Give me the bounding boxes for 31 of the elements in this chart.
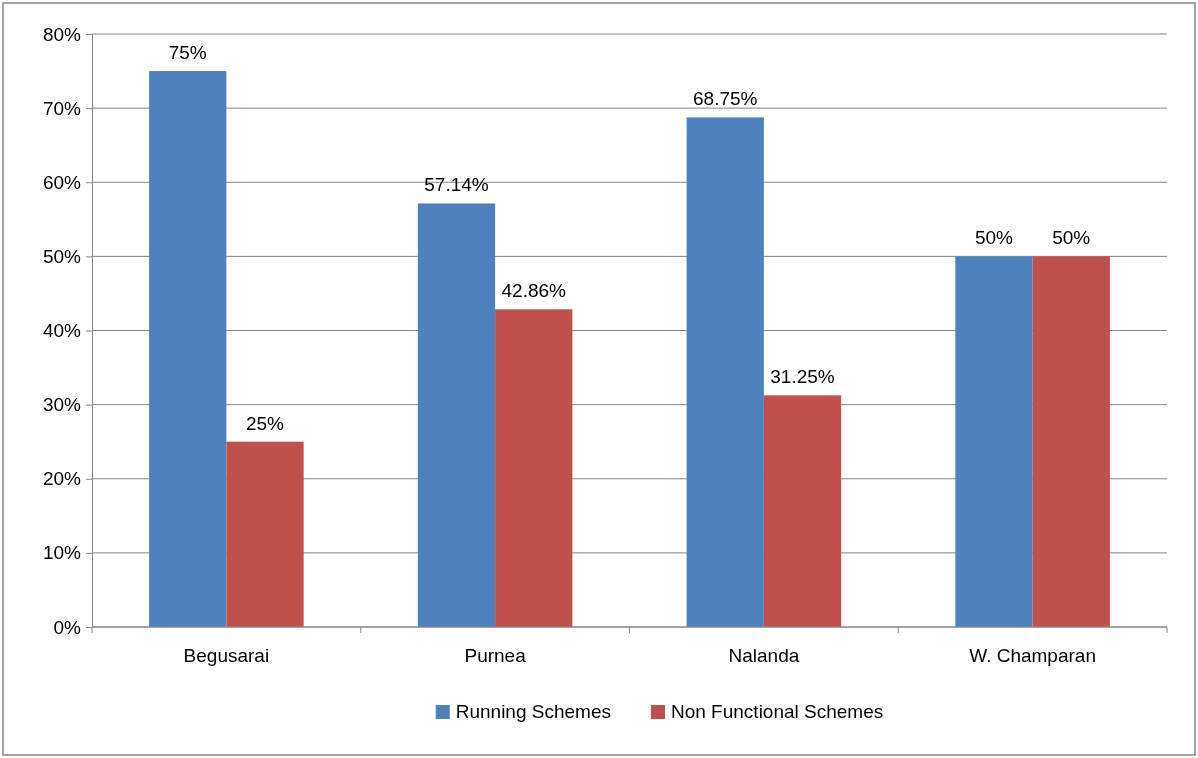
data-label: 57.14%: [424, 174, 489, 196]
data-label: 68.75%: [693, 88, 758, 110]
x-tick-label: W. Champaran: [969, 645, 1096, 666]
y-tick-label: 80%: [42, 23, 82, 45]
bar: [226, 441, 304, 627]
x-tick-label: Purnea: [464, 645, 527, 666]
bar: [495, 309, 573, 627]
bar: [149, 71, 227, 627]
bar: [686, 117, 764, 627]
legend-label: Running Schemes: [455, 701, 611, 722]
y-tick-label: 30%: [42, 394, 82, 416]
data-label: 25%: [245, 412, 285, 434]
bar: [417, 203, 496, 627]
y-tick-label: 20%: [42, 468, 82, 490]
data-label: 75%: [168, 42, 207, 64]
y-tick-label: 50%: [42, 245, 82, 267]
y-tick-label: 60%: [42, 171, 82, 193]
x-tick-label: Nalanda: [728, 645, 800, 666]
data-label: 31.25%: [770, 366, 835, 388]
bar: [1032, 256, 1110, 627]
data-label: 50%: [974, 227, 1014, 249]
data-label: 42.86%: [501, 280, 567, 302]
y-tick-label: 70%: [42, 97, 82, 119]
y-tick-label: 10%: [42, 542, 82, 564]
bar: [763, 395, 842, 627]
y-tick-label: 40%: [42, 320, 82, 342]
legend-label: Non Functional Schemes: [670, 701, 884, 722]
x-tick-label: Begusarai: [183, 645, 270, 666]
y-tick-label: 0%: [53, 616, 82, 638]
bar: [955, 256, 1033, 627]
data-label: 50%: [1052, 227, 1091, 249]
